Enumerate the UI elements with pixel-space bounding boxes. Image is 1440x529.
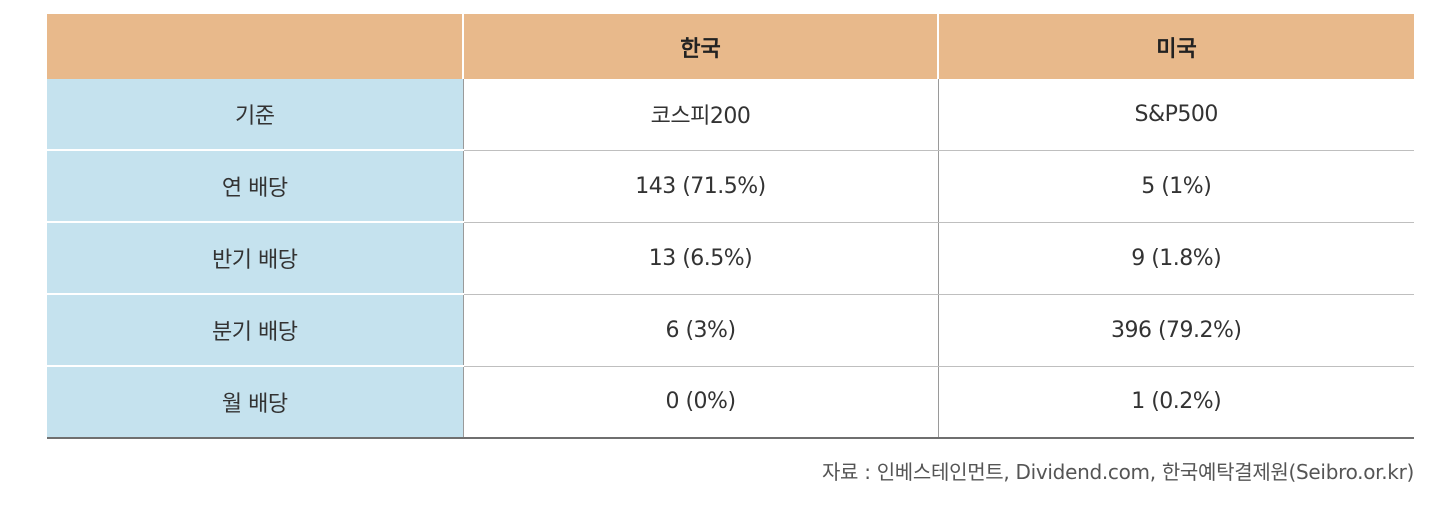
usa-value: 1 (0.2%)	[937, 366, 1414, 439]
usa-value: 9 (1.8%)	[937, 222, 1414, 295]
header-korea: 한국	[462, 14, 938, 79]
source-note: 자료 : 인베스테인먼트, Dividend.com, 한국예탁결제원(Seib…	[821, 460, 1414, 484]
table-row: 연 배당 143 (71.5%) 5 (1%)	[47, 150, 1414, 223]
korea-value: 6 (3%)	[462, 294, 938, 367]
header-empty-cell	[47, 14, 463, 79]
table-row: 분기 배당 6 (3%) 396 (79.2%)	[47, 294, 1414, 367]
table-header-row: 한국 미국	[47, 14, 1414, 79]
korea-value: 0 (0%)	[462, 366, 938, 439]
row-label: 연 배당	[47, 150, 463, 223]
korea-value: 13 (6.5%)	[462, 222, 938, 295]
table-row: 기준 코스피200 S&P500	[47, 79, 1414, 151]
table-row: 반기 배당 13 (6.5%) 9 (1.8%)	[47, 222, 1414, 295]
usa-value: S&P500	[937, 79, 1414, 151]
dividend-table-container: 한국 미국 기준 코스피200 S&P500 연 배당 143 (71.5%) …	[47, 14, 1414, 439]
row-label: 반기 배당	[47, 222, 463, 295]
header-usa: 미국	[937, 14, 1414, 79]
row-label: 월 배당	[47, 366, 463, 439]
table-row: 월 배당 0 (0%) 1 (0.2%)	[47, 366, 1414, 439]
row-label: 분기 배당	[47, 294, 463, 367]
korea-value: 143 (71.5%)	[462, 150, 938, 223]
row-label: 기준	[47, 79, 463, 151]
dividend-comparison-table: 한국 미국 기준 코스피200 S&P500 연 배당 143 (71.5%) …	[47, 14, 1414, 439]
korea-value: 코스피200	[462, 79, 938, 151]
usa-value: 5 (1%)	[937, 150, 1414, 223]
usa-value: 396 (79.2%)	[937, 294, 1414, 367]
